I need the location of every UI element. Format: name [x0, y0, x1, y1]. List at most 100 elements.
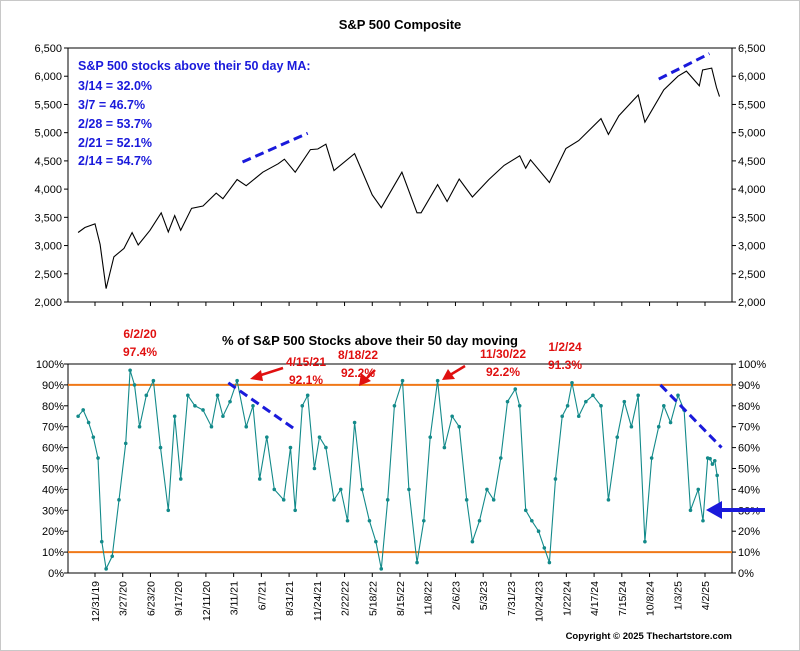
breadth-point [676, 393, 680, 398]
breadth-point [464, 498, 469, 502]
y-tick-label: 6,000 [34, 71, 62, 83]
y-tick-label: 2,500 [738, 269, 766, 281]
breadth-point [91, 435, 96, 439]
breadth-point [407, 487, 411, 492]
breadth-point [523, 508, 528, 513]
breadth-point [477, 518, 482, 523]
x-tick-label: 8/31/21 [284, 581, 296, 616]
bottom-chart-title: % of S&P 500 Stocks above their 50 day m… [222, 333, 518, 348]
y-tick-label: 0% [48, 568, 64, 580]
y-tick-label: 100% [738, 359, 766, 371]
breadth-point [305, 393, 310, 398]
breadth-point [332, 498, 336, 502]
top-y-axis: 2,000 2,000 2,500 2,500 3,000 3,000 3,500 3,500… [34, 43, 765, 309]
breadth-point [99, 539, 104, 544]
breadth-point [257, 477, 262, 481]
peak-label-value: 91.3% [548, 358, 582, 372]
breadth-point [470, 539, 475, 544]
breadth-point [379, 567, 384, 571]
x-tick-label: 11/24/21 [312, 581, 324, 621]
breadth-point [457, 424, 462, 429]
peak-label-date: 4/15/21 [286, 355, 326, 369]
x-tick-label: 8/15/22 [395, 581, 407, 616]
x-tick-label: 6/7/21 [256, 581, 268, 610]
y-tick-label: 90% [738, 380, 760, 392]
x-tick-label: 6/23/20 [145, 581, 157, 616]
breadth-point [547, 560, 552, 565]
y-tick-label: 6,500 [738, 43, 766, 55]
breadth-point [110, 554, 115, 559]
breadth-point [76, 414, 80, 419]
breadth-point [415, 560, 419, 565]
y-tick-label: 70% [42, 422, 64, 434]
y-tick-label: 4,000 [738, 184, 766, 196]
breadth-point [542, 546, 547, 550]
breadth-point [312, 466, 317, 471]
breadth-point [244, 424, 249, 429]
breadth-point [86, 420, 91, 425]
y-tick-label: 2,000 [738, 297, 766, 309]
y-tick-label: 60% [42, 443, 64, 455]
breadth-point [123, 441, 128, 446]
y-tick-label: 20% [42, 526, 64, 538]
y-tick-label: 2,500 [34, 269, 62, 281]
peak-label-value: 92.2% [341, 366, 375, 380]
breadth-point [209, 424, 214, 429]
breadth-annotation-item: 3/14 = 32.0% [78, 79, 152, 93]
y-tick-label: 3,500 [34, 212, 62, 224]
breadth-point [485, 487, 489, 492]
breadth-point [151, 378, 156, 383]
y-tick-label: 5,000 [34, 128, 62, 140]
peak-label-date: 1/2/24 [548, 340, 582, 354]
y-tick-label: 2,000 [34, 297, 62, 309]
breadth-point [272, 487, 277, 492]
x-tick-label: 10/24/23 [534, 581, 546, 622]
breadth-point [553, 477, 558, 481]
y-tick-label: 30% [42, 505, 64, 517]
breadth-annotation-heading: S&P 500 stocks above their 50 day MA: [78, 59, 311, 73]
breadth-point [491, 498, 496, 502]
breadth-point [662, 404, 666, 408]
peak-label-value: 97.4% [123, 345, 157, 359]
y-tick-label: 3,500 [738, 212, 766, 224]
breadth-point [221, 414, 225, 419]
breadth-point [536, 529, 541, 533]
breadth-point [450, 414, 454, 419]
peak-labels: 6/2/20 97.4% 4/15/21 92.1% 8/18/22 92.2%… [123, 327, 582, 387]
x-tick-label: 2/22/22 [340, 581, 352, 616]
breadth-point [360, 487, 364, 492]
x-tick-label: 3/11/21 [229, 581, 241, 615]
x-tick-label: 5/18/22 [367, 581, 379, 616]
breadth-point [715, 473, 719, 478]
breadth-point [193, 404, 197, 408]
y-tick-label: 4,500 [34, 156, 62, 168]
peak-label-value: 92.2% [486, 365, 520, 379]
red-arrow-head [359, 373, 371, 386]
breadth-point [132, 383, 137, 387]
breadth-point [215, 393, 220, 398]
y-tick-label: 0% [738, 568, 754, 580]
x-tick-label: 5/3/23 [478, 581, 490, 610]
breadth-point [530, 518, 534, 523]
breadth-point [178, 477, 183, 481]
y-tick-label: 60% [738, 443, 760, 455]
y-tick-label: 5,500 [34, 99, 62, 111]
breadth-point [324, 445, 328, 450]
breadth-point [288, 445, 293, 450]
breadth-point [696, 487, 701, 492]
x-tick-label: 3/27/20 [118, 581, 130, 616]
breadth-point [367, 518, 372, 523]
y-tick-label: 6,000 [738, 71, 766, 83]
x-tick-label: 12/31/19 [90, 581, 102, 622]
top-trend-lines [241, 52, 711, 164]
breadth-point [622, 399, 627, 404]
breadth-point [137, 424, 142, 429]
breadth-point [701, 518, 705, 523]
breadth-point [584, 399, 588, 404]
top-chart-title: S&P 500 Composite [339, 17, 462, 32]
spx-price-line [77, 67, 721, 289]
x-tick-label: 11/8/22 [423, 581, 435, 615]
breadth-point [300, 404, 305, 408]
